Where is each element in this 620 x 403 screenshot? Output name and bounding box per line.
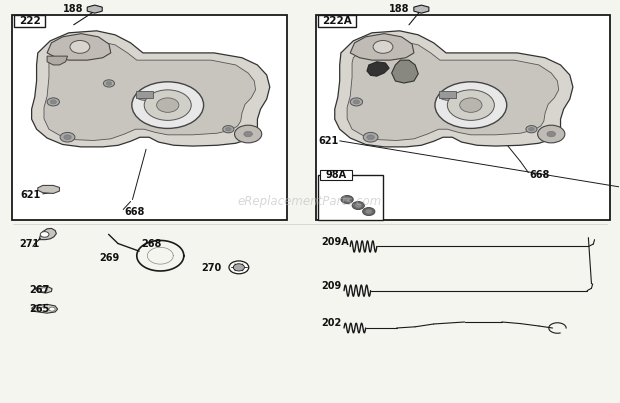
Circle shape <box>223 126 234 133</box>
Bar <box>14 15 45 27</box>
Text: 265: 265 <box>29 304 50 314</box>
Polygon shape <box>392 60 419 83</box>
Circle shape <box>40 232 49 237</box>
Polygon shape <box>38 185 60 193</box>
Bar <box>316 15 610 220</box>
Circle shape <box>41 288 47 292</box>
Ellipse shape <box>137 93 162 101</box>
Circle shape <box>234 125 262 143</box>
Circle shape <box>47 98 60 106</box>
Circle shape <box>355 204 361 208</box>
Bar <box>136 91 153 98</box>
Circle shape <box>363 208 375 216</box>
Polygon shape <box>347 41 559 141</box>
Circle shape <box>64 135 71 140</box>
Circle shape <box>350 98 363 106</box>
Text: 222: 222 <box>19 16 41 26</box>
Circle shape <box>132 82 203 129</box>
Text: 668: 668 <box>125 207 145 217</box>
Circle shape <box>239 129 257 140</box>
Text: 668: 668 <box>529 170 550 181</box>
Circle shape <box>41 307 48 312</box>
Text: 222A: 222A <box>322 16 352 26</box>
Bar <box>320 170 352 180</box>
Circle shape <box>542 129 560 140</box>
Circle shape <box>538 125 565 143</box>
Circle shape <box>367 135 374 140</box>
Text: 98A: 98A <box>326 170 347 180</box>
Text: 188: 188 <box>63 4 83 14</box>
Circle shape <box>229 261 249 274</box>
Circle shape <box>435 82 507 129</box>
Text: 209: 209 <box>321 281 342 291</box>
Circle shape <box>344 197 350 202</box>
Text: 621: 621 <box>318 136 339 146</box>
Bar <box>439 91 456 98</box>
Polygon shape <box>350 33 414 60</box>
Circle shape <box>49 307 55 311</box>
Polygon shape <box>367 62 389 76</box>
Text: 269: 269 <box>100 253 120 263</box>
Text: 268: 268 <box>142 239 162 249</box>
Circle shape <box>448 90 494 120</box>
Circle shape <box>373 40 393 53</box>
Text: eReplacementParts.com: eReplacementParts.com <box>238 195 382 208</box>
Polygon shape <box>47 33 111 60</box>
Circle shape <box>233 264 244 271</box>
Text: 188: 188 <box>389 4 410 14</box>
Polygon shape <box>341 185 363 193</box>
Text: 209A: 209A <box>321 237 349 247</box>
Text: 267: 267 <box>29 285 50 295</box>
Bar <box>318 15 356 27</box>
Polygon shape <box>32 304 58 313</box>
Circle shape <box>70 40 90 53</box>
Bar <box>318 175 383 220</box>
Circle shape <box>366 210 372 214</box>
Polygon shape <box>32 31 270 147</box>
Circle shape <box>363 133 378 142</box>
Polygon shape <box>39 229 56 240</box>
Circle shape <box>459 98 482 112</box>
Circle shape <box>144 90 191 120</box>
Bar <box>12 15 287 220</box>
Polygon shape <box>47 56 68 65</box>
Circle shape <box>526 126 537 133</box>
Text: 202: 202 <box>321 318 342 328</box>
Circle shape <box>157 98 179 112</box>
Circle shape <box>106 82 112 85</box>
Circle shape <box>547 131 556 137</box>
Text: 271: 271 <box>19 239 40 249</box>
Circle shape <box>341 195 353 204</box>
Circle shape <box>226 127 231 131</box>
Circle shape <box>244 131 252 137</box>
Circle shape <box>104 80 115 87</box>
Polygon shape <box>335 31 573 147</box>
Polygon shape <box>35 287 52 293</box>
Polygon shape <box>87 5 102 13</box>
Circle shape <box>60 133 75 142</box>
Polygon shape <box>44 41 255 141</box>
Circle shape <box>50 100 56 104</box>
Text: 270: 270 <box>202 263 222 273</box>
Ellipse shape <box>440 93 464 101</box>
Circle shape <box>529 127 534 131</box>
Polygon shape <box>414 5 429 13</box>
Text: 621: 621 <box>20 190 41 199</box>
Circle shape <box>353 100 360 104</box>
Circle shape <box>352 202 365 210</box>
